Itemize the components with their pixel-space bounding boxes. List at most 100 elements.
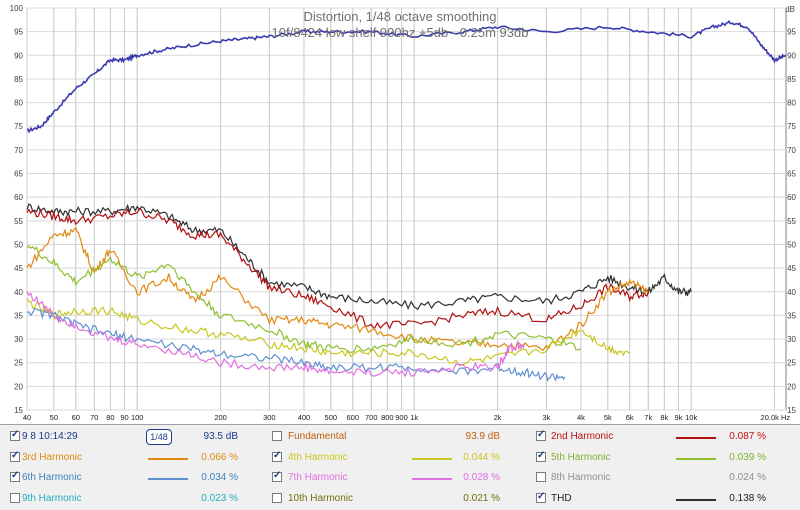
y-tick-label: 60 xyxy=(14,193,23,202)
legend-swatch-6th-harmonic xyxy=(148,478,188,480)
checkbox-9th-harmonic[interactable] xyxy=(10,492,20,503)
checkbox-8th-harmonic[interactable] xyxy=(536,472,546,482)
legend-panel: 9 8 10:14:29 1/48 93.5 dB Fundamental 93.9 d… xyxy=(0,424,800,510)
y-tick-label-right: 85 xyxy=(787,75,796,84)
x-tick-label: 2k xyxy=(494,413,502,422)
x-tick-label: 40 xyxy=(23,413,31,422)
chart-title: Distortion, 1/48 octave smoothing xyxy=(304,9,497,24)
legend-label-2nd-harmonic: 2nd Harmonic xyxy=(551,431,614,442)
legend-row: 9th Harmonic 0.023 % 10th Harmonic 0.021 % T… xyxy=(0,489,800,509)
y-tick-label: 25 xyxy=(14,359,23,368)
y-tick-label: 20 xyxy=(14,382,23,391)
legend-swatch-4th-harmonic xyxy=(412,457,452,460)
x-tick-label: 90 xyxy=(120,413,128,422)
y-tick-label-right: 65 xyxy=(787,170,796,179)
x-tick-label: 600 xyxy=(346,413,359,422)
legend-label-fundamental: Fundamental xyxy=(288,431,347,442)
legend-label-6th-harmonic: 6th Harmonic xyxy=(22,472,82,483)
y-tick-label: 45 xyxy=(14,264,23,273)
x-tick-label: 100 xyxy=(131,413,144,422)
legend-row: 6th Harmonic 0.034 % 7th Harmonic 0.028 % 8t… xyxy=(0,468,800,488)
y-tick-label: 30 xyxy=(14,335,23,344)
legend-value-7th-harmonic: 0.028 % xyxy=(463,472,500,483)
y-tick-label-right: 15 xyxy=(787,406,796,415)
y-tick-label-right: 75 xyxy=(787,122,796,131)
y-tick-label: 70 xyxy=(14,146,23,155)
y-tick-label: 55 xyxy=(14,217,23,226)
checkbox-4th-harmonic[interactable] xyxy=(272,450,282,462)
x-tick-label: 7k xyxy=(644,413,652,422)
x-tick-label: 500 xyxy=(325,413,338,422)
x-tick-label: 9k xyxy=(675,413,683,422)
legend-label-10th-harmonic: 10th Harmonic xyxy=(288,492,354,504)
y-tick-label-right: 60 xyxy=(787,193,796,202)
legend-row: 9 8 10:14:29 1/48 93.5 dB Fundamental 93.9 d… xyxy=(0,427,800,447)
legend-value-9-8-10-14-29: 93.5 dB xyxy=(203,431,238,442)
series-line-9-8-10-14-29 xyxy=(26,19,787,134)
y-tick-label: 100 xyxy=(10,4,24,13)
legend-value-10th-harmonic: 0.021 % xyxy=(463,492,500,504)
checkbox-thd[interactable] xyxy=(536,491,546,503)
y-axis-label: dB xyxy=(785,5,795,14)
y-tick-label-right: 25 xyxy=(787,359,796,368)
legend-value-3rd-harmonic: 0.066 % xyxy=(201,451,238,463)
legend-label-9th-harmonic: 9th Harmonic xyxy=(22,492,82,504)
legend-value-2nd-harmonic: 0.087 % xyxy=(729,431,766,442)
y-tick-label: 35 xyxy=(14,311,23,320)
y-tick-label: 65 xyxy=(14,170,23,179)
y-tick-label-right: 70 xyxy=(787,146,796,155)
y-tick-label: 80 xyxy=(14,99,23,108)
x-tick-label: 20.0k Hz xyxy=(761,413,791,422)
checkbox-2nd-harmonic[interactable] xyxy=(536,429,546,441)
series-line-5th-harmonic xyxy=(26,244,582,353)
legend-row: 3rd Harmonic 0.066 % 4th Harmonic 0.044 % 5t… xyxy=(0,448,800,468)
x-tick-label: 4k xyxy=(577,413,585,422)
checkbox-5th-harmonic[interactable] xyxy=(536,450,546,462)
y-tick-label-right: 50 xyxy=(787,240,796,249)
distortion-plot[interactable]: 15 20 25 30 35 40 45 50 55 60 65 70 75 80 85 90 95 100 dB 1… xyxy=(0,0,800,424)
x-tick-label: 1k xyxy=(410,413,418,422)
x-tick-label: 8k xyxy=(660,413,668,422)
x-tick-label: 700 xyxy=(365,413,378,422)
x-tick-label: 3k xyxy=(542,413,550,422)
y-tick-label: 85 xyxy=(14,75,23,84)
chart-subtitle: 10f/8424 low shelf 900hz +5db - 0.25m 93… xyxy=(272,25,529,40)
legend-label-thd: THD xyxy=(551,492,572,504)
legend-swatch-5th-harmonic xyxy=(676,457,716,460)
legend-label-3rd-harmonic: 3rd Harmonic xyxy=(22,451,83,463)
x-tick-label: 5k xyxy=(604,413,612,422)
x-tick-label: 6k xyxy=(626,413,634,422)
legend-swatch-3rd-harmonic xyxy=(148,457,188,460)
legend-value-6th-harmonic: 0.034 % xyxy=(201,472,238,483)
checkbox-9-8-10-14-29[interactable] xyxy=(10,429,20,441)
series-line-3rd-harmonic xyxy=(26,226,649,352)
checkbox-10th-harmonic[interactable] xyxy=(272,492,282,503)
legend-label-8th-harmonic: 8th Harmonic xyxy=(551,472,611,483)
x-tick-label: 70 xyxy=(90,413,98,422)
series-line-thd xyxy=(26,203,692,311)
y-tick-label: 50 xyxy=(14,240,23,249)
checkbox-3rd-harmonic[interactable] xyxy=(10,450,20,462)
legend-label-4th-harmonic: 4th Harmonic xyxy=(288,451,348,463)
series-line-2nd-harmonic xyxy=(26,207,649,330)
series-line-7th-harmonic xyxy=(26,291,525,378)
x-tick-label: 800 xyxy=(381,413,394,422)
y-tick-label-right: 45 xyxy=(787,264,796,273)
smoothing-button[interactable]: 1/48 xyxy=(146,429,172,445)
x-tick-label: 200 xyxy=(214,413,227,422)
y-tick-label: 90 xyxy=(14,51,23,60)
legend-value-fundamental: 93.9 dB xyxy=(465,431,500,442)
checkbox-fundamental[interactable] xyxy=(272,431,282,441)
checkbox-6th-harmonic[interactable] xyxy=(10,470,20,482)
legend-value-8th-harmonic: 0.024 % xyxy=(729,472,766,483)
legend-label-5th-harmonic: 5th Harmonic xyxy=(551,451,611,463)
legend-label-9-8-10-14-29: 9 8 10:14:29 xyxy=(22,431,78,442)
x-tick-label: 80 xyxy=(106,413,114,422)
y-tick-label-right: 35 xyxy=(787,311,796,320)
checkbox-7th-harmonic[interactable] xyxy=(272,470,282,482)
x-tick-label: 300 xyxy=(263,413,276,422)
y-tick-label-right: 30 xyxy=(787,335,796,344)
y-tick-label-right: 80 xyxy=(787,99,796,108)
legend-swatch-thd xyxy=(676,498,716,501)
series-line-6th-harmonic xyxy=(26,307,566,382)
